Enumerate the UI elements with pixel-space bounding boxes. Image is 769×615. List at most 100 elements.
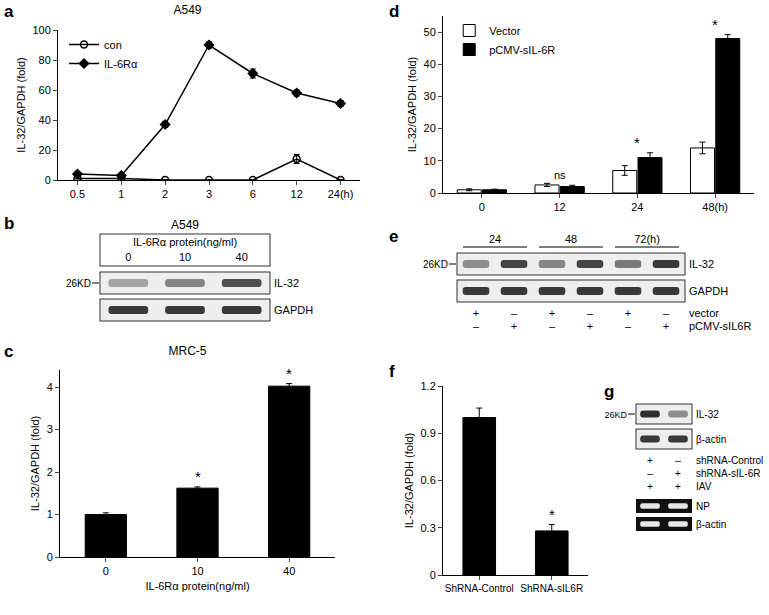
- svg-text:4: 4: [47, 381, 53, 393]
- svg-text:–: –: [587, 307, 594, 319]
- svg-text:con: con: [104, 39, 122, 51]
- svg-text:100: 100: [32, 24, 50, 36]
- svg-text:0: 0: [125, 251, 131, 263]
- svg-text:26KD: 26KD: [423, 259, 448, 270]
- svg-text:72(h): 72(h): [634, 233, 660, 245]
- svg-text:–: –: [473, 320, 480, 332]
- svg-text:0: 0: [479, 201, 485, 213]
- svg-text:IL-6Rα: IL-6Rα: [104, 58, 138, 70]
- html-text:d: d: [389, 2, 400, 21]
- svg-text:+: +: [675, 468, 681, 479]
- svg-text:1: 1: [118, 188, 124, 200]
- svg-text:40: 40: [424, 58, 436, 70]
- svg-text:80: 80: [39, 54, 51, 66]
- svg-text:2: 2: [162, 188, 168, 200]
- html-text:b: b: [4, 214, 15, 233]
- svg-text:40: 40: [283, 565, 295, 577]
- svg-text:GAPDH: GAPDH: [274, 304, 313, 316]
- svg-text:β-actin: β-actin: [696, 519, 726, 530]
- svg-text:12: 12: [291, 188, 303, 200]
- svg-text:IL-32/GAPDH (fold): IL-32/GAPDH (fold): [406, 57, 418, 152]
- svg-text:IL-32/GAPDH (fold): IL-32/GAPDH (fold): [29, 416, 41, 511]
- svg-text:*: *: [549, 506, 555, 523]
- svg-text:pCMV-sIL-6R: pCMV-sIL-6R: [489, 44, 555, 56]
- svg-text:3: 3: [206, 188, 212, 200]
- svg-text:10: 10: [424, 155, 436, 167]
- svg-text:*: *: [712, 16, 718, 33]
- svg-text:24: 24: [631, 201, 643, 213]
- svg-text:ShRNA-sIL6R: ShRNA-sIL6R: [520, 583, 583, 594]
- svg-text:IL-32/GAPDH (fold): IL-32/GAPDH (fold): [403, 433, 415, 528]
- svg-text:–: –: [647, 468, 653, 479]
- svg-text:Vector: Vector: [489, 25, 521, 37]
- svg-text:pCMV-sIL6R: pCMV-sIL6R: [689, 320, 751, 332]
- svg-text:–: –: [625, 320, 632, 332]
- svg-text:–: –: [549, 320, 556, 332]
- svg-text:0.9: 0.9: [421, 427, 436, 439]
- svg-text:1: 1: [47, 508, 53, 520]
- svg-text:ShRNA-Control: ShRNA-Control: [445, 583, 514, 594]
- svg-text:24(h): 24(h): [328, 188, 354, 200]
- svg-text:0.6: 0.6: [421, 474, 436, 486]
- svg-text:IAV: IAV: [696, 481, 712, 492]
- svg-text:+: +: [675, 481, 681, 492]
- svg-text:0.5: 0.5: [70, 188, 85, 200]
- svg-text:10: 10: [179, 251, 191, 263]
- svg-text:ns: ns: [554, 169, 566, 181]
- svg-text:+: +: [549, 307, 555, 319]
- svg-text:IL-32/GAPDH (fold): IL-32/GAPDH (fold): [15, 57, 27, 152]
- svg-text:β-actin: β-actin: [696, 434, 726, 445]
- svg-text:+: +: [511, 320, 517, 332]
- svg-text:3: 3: [47, 423, 53, 435]
- svg-text:30: 30: [424, 90, 436, 102]
- svg-text:IL-6Rα protein(ng/ml): IL-6Rα protein(ng/ml): [145, 580, 249, 592]
- svg-text:0: 0: [103, 565, 109, 577]
- svg-text:20: 20: [424, 122, 436, 134]
- svg-text:48: 48: [565, 233, 577, 245]
- svg-text:0.3: 0.3: [421, 522, 436, 534]
- svg-text:GAPDH: GAPDH: [689, 285, 728, 297]
- svg-text:40: 40: [39, 114, 51, 126]
- svg-text:0: 0: [45, 174, 51, 186]
- svg-text:+: +: [647, 455, 653, 466]
- svg-text:2: 2: [47, 466, 53, 478]
- svg-text:*: *: [195, 468, 201, 485]
- svg-text:0: 0: [430, 569, 436, 581]
- svg-text:60: 60: [39, 84, 51, 96]
- svg-text:6: 6: [250, 188, 256, 200]
- svg-text:–: –: [675, 455, 681, 466]
- svg-text:26KD: 26KD: [604, 410, 627, 420]
- svg-text:50: 50: [424, 26, 436, 38]
- svg-text:A549: A549: [171, 218, 199, 232]
- svg-text:A549: A549: [173, 3, 201, 17]
- svg-text:shRNA-sIL-6R: shRNA-sIL-6R: [696, 468, 760, 479]
- svg-text:10: 10: [191, 565, 203, 577]
- svg-text:+: +: [647, 481, 653, 492]
- svg-text:+: +: [663, 320, 669, 332]
- html-text:g: g: [604, 382, 615, 401]
- svg-text:–: –: [511, 307, 518, 319]
- svg-text:20: 20: [39, 144, 51, 156]
- svg-text:+: +: [587, 320, 593, 332]
- svg-text:*: *: [286, 365, 292, 382]
- svg-text:IL-32: IL-32: [696, 409, 719, 420]
- svg-text:0: 0: [47, 551, 53, 563]
- svg-text:26KD: 26KD: [66, 278, 91, 289]
- svg-text:24: 24: [489, 233, 501, 245]
- svg-text:1.2: 1.2: [421, 380, 436, 392]
- svg-text:shRNA-Control: shRNA-Control: [696, 455, 763, 466]
- svg-text:IL-32: IL-32: [274, 277, 299, 289]
- svg-text:*: *: [634, 134, 640, 151]
- svg-text:MRC-5: MRC-5: [169, 344, 207, 358]
- svg-text:NP: NP: [696, 501, 710, 512]
- svg-text:12: 12: [554, 201, 566, 213]
- svg-text:48(h): 48(h): [702, 201, 728, 213]
- svg-text:40: 40: [236, 251, 248, 263]
- svg-text:–: –: [663, 307, 670, 319]
- svg-text:+: +: [473, 307, 479, 319]
- svg-text:+: +: [625, 307, 631, 319]
- svg-text:vector: vector: [689, 307, 719, 319]
- svg-text:IL-6Rα protein(ng/ml): IL-6Rα protein(ng/ml): [133, 236, 237, 248]
- svg-text:0: 0: [430, 187, 436, 199]
- svg-text:IL-32: IL-32: [689, 258, 714, 270]
